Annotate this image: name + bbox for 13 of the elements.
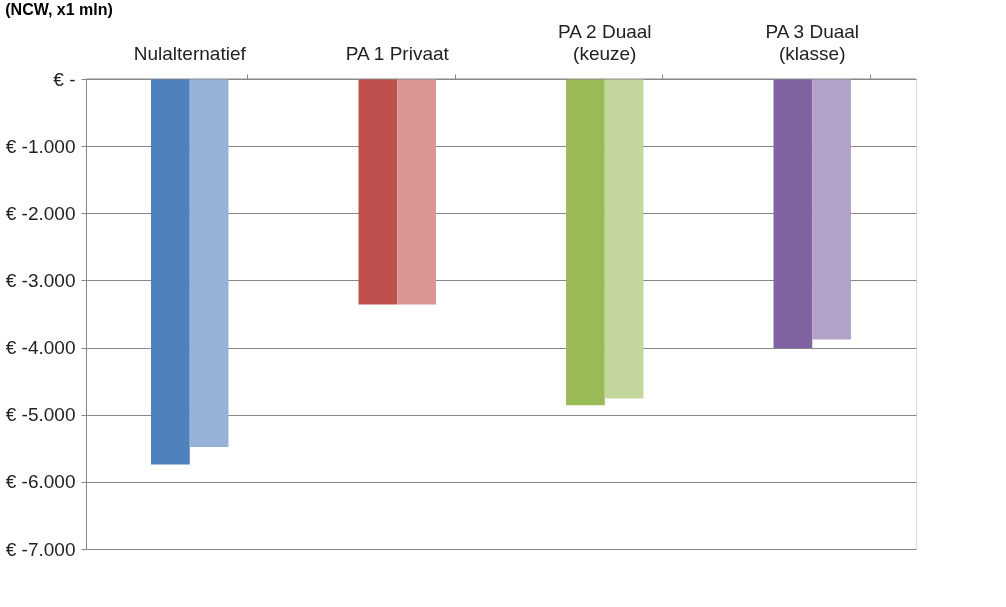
x-tick-label: PA 1 Privaat bbox=[345, 42, 450, 64]
y-tick-label: € -5.000 bbox=[5, 404, 76, 426]
y-tick-label: € -6.000 bbox=[5, 471, 76, 493]
x-tick-label: PA 2 Duaal (keuze) bbox=[557, 20, 652, 64]
x-tick-label: PA 3 Duaal (klasse) bbox=[765, 20, 860, 64]
y-tick-label: € -3.000 bbox=[5, 269, 76, 291]
y-tick-label: € -7.000 bbox=[5, 538, 76, 560]
y-tick-label: € -4.000 bbox=[5, 337, 76, 359]
y-tick-label: € - bbox=[53, 68, 76, 90]
x-tick-label: Nulalternatief bbox=[133, 42, 247, 64]
chart-title: (NCW, x1 mln) bbox=[5, 1, 113, 18]
y-tick-label: € -1.000 bbox=[5, 135, 76, 157]
y-tick-label: € -2.000 bbox=[5, 202, 76, 224]
